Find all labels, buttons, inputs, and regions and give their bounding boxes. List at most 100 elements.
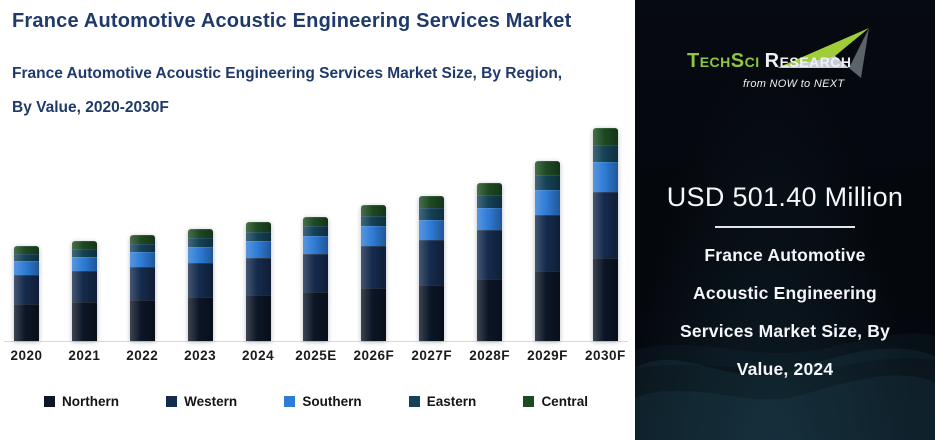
plot-area: 2020 2021 2022 2023 2024 2025E 2026F 2027F 2028F… <box>4 128 628 363</box>
bar-segment-western <box>14 274 39 304</box>
bar-segment-eastern <box>361 215 387 227</box>
bar-segment-northern <box>245 294 271 341</box>
bar-segment-eastern <box>245 231 271 242</box>
bar-segment-northern <box>303 292 329 341</box>
bar-segment-southern <box>303 236 329 254</box>
x-axis-label-2025E: 2025E <box>295 348 337 363</box>
callout-line-3: Services Market Size, By <box>679 321 891 341</box>
bar-segment-northern <box>361 287 387 341</box>
legend-item-southern: Southern <box>284 394 362 409</box>
bar-segment-western <box>245 257 271 295</box>
bar-segment-eastern <box>477 195 503 208</box>
bar-segment-northern <box>535 270 561 341</box>
bar-column-2021: 2021 <box>68 128 100 363</box>
bar-segment-western <box>419 239 445 285</box>
bar-column-2029F: 2029F <box>527 128 567 363</box>
bar-segment-southern <box>187 247 213 263</box>
logo-arrow-icon <box>777 28 869 78</box>
stacked-bar-2022 <box>129 235 155 341</box>
bar-segment-eastern <box>129 243 155 253</box>
bar-column-2030F: 2030F <box>585 128 625 363</box>
wave-decoration <box>635 333 935 440</box>
bar-segment-northern <box>592 257 618 341</box>
callout-line-1: France Automotive <box>704 245 866 265</box>
legend-label-central: Central <box>541 394 588 409</box>
chart-pane: France Automotive Acoustic Engineering S… <box>4 10 628 409</box>
bar-segment-eastern <box>71 248 97 257</box>
bar-segment-eastern <box>187 238 213 248</box>
bar-segment-eastern <box>535 175 561 190</box>
x-axis-label-2022: 2022 <box>126 348 159 363</box>
x-axis-label-2029F: 2029F <box>527 348 568 363</box>
bar-segment-central <box>535 160 561 176</box>
chart-subtitle: France Automotive Acoustic Engineering S… <box>12 57 627 125</box>
stacked-bar-2026F <box>361 204 387 341</box>
bar-segment-southern <box>419 219 445 240</box>
stacked-bar-2029F <box>535 160 561 341</box>
bar-segment-northern <box>129 299 155 341</box>
legend-label-western: Western <box>184 394 238 409</box>
side-panel: TechSci Research from NOW to NEXT USD 501… <box>635 0 935 440</box>
techsci-logo: TechSci Research from NOW to NEXT <box>635 12 935 102</box>
logo-text-techsci: TechSci <box>687 50 760 72</box>
bar-segment-southern <box>14 261 39 275</box>
bar-segment-southern <box>71 256 97 271</box>
bar-segment-southern <box>361 226 387 246</box>
bar-segment-northern <box>477 279 503 341</box>
logo-text-research: Research <box>764 50 852 72</box>
bar-segment-central <box>245 222 271 232</box>
bar-segment-eastern <box>14 253 39 262</box>
bar-segment-northern <box>419 284 445 341</box>
stacked-bar-2023 <box>187 229 213 341</box>
bar-segment-western <box>477 229 503 280</box>
legend-label-northern: Northern <box>62 394 119 409</box>
stacked-bar-2025E <box>303 216 329 341</box>
bar-segment-northern <box>71 301 97 341</box>
legend-chip-eastern <box>408 396 420 407</box>
bar-column-2020: 2020 <box>10 128 42 363</box>
bar-segment-central <box>592 128 618 145</box>
x-axis-label-2030F: 2030F <box>585 348 626 363</box>
bar-column-2023: 2023 <box>184 128 216 363</box>
legend-label-eastern: Eastern <box>426 394 477 409</box>
chart-subtitle-line1: France Automotive Acoustic Engineering S… <box>12 65 563 82</box>
bar-segment-western <box>592 191 618 258</box>
x-axis-label-2028F: 2028F <box>469 348 511 363</box>
logo-wordmark: TechSci Research <box>687 50 852 73</box>
bar-segment-western <box>187 262 213 298</box>
callout-line-4: Value, 2024 <box>736 359 834 379</box>
x-axis-label-2023: 2023 <box>184 348 217 363</box>
bar-segment-western <box>129 266 155 300</box>
stacked-bar-2024 <box>245 222 271 341</box>
divider-line <box>715 226 855 228</box>
chart-subtitle-line2: By Value, 2020-2030F <box>12 99 169 116</box>
bar-segment-eastern <box>303 226 329 237</box>
x-axis-label-2026F: 2026F <box>353 348 395 363</box>
x-axis-label-2021: 2021 <box>68 348 101 363</box>
bar-segment-western <box>303 253 329 293</box>
bar-segment-southern <box>129 252 155 267</box>
legend-item-western: Western <box>166 394 237 409</box>
x-axis-label-2024: 2024 <box>242 348 275 363</box>
legend-chip-central <box>523 396 535 407</box>
bar-segment-eastern <box>592 145 618 162</box>
chart-legend: Northern Western Southern Eastern Central <box>4 394 628 409</box>
bar-segment-central <box>14 246 39 254</box>
bar-segment-southern <box>535 189 561 215</box>
market-size-callout: USD 501.40 Million France Automotive Aco… <box>635 182 935 388</box>
bar-segment-central <box>303 216 329 227</box>
bar-segment-western <box>535 214 561 271</box>
stacked-bar-2020 <box>14 246 39 341</box>
bar-segment-northern <box>14 304 39 341</box>
bar-segment-central <box>477 182 503 196</box>
stacked-bar-2021 <box>71 240 97 341</box>
bar-segment-southern <box>245 241 271 258</box>
legend-item-northern: Northern <box>44 394 119 409</box>
bar-segment-central <box>129 235 155 244</box>
legend-item-eastern: Eastern <box>408 394 477 409</box>
bar-segment-northern <box>187 297 213 341</box>
bar-segment-western <box>71 270 97 302</box>
stacked-bar-2027F <box>419 196 445 341</box>
bar-column-2028F: 2028F <box>469 128 510 363</box>
callout-line-2: Acoustic Engineering <box>693 283 877 303</box>
